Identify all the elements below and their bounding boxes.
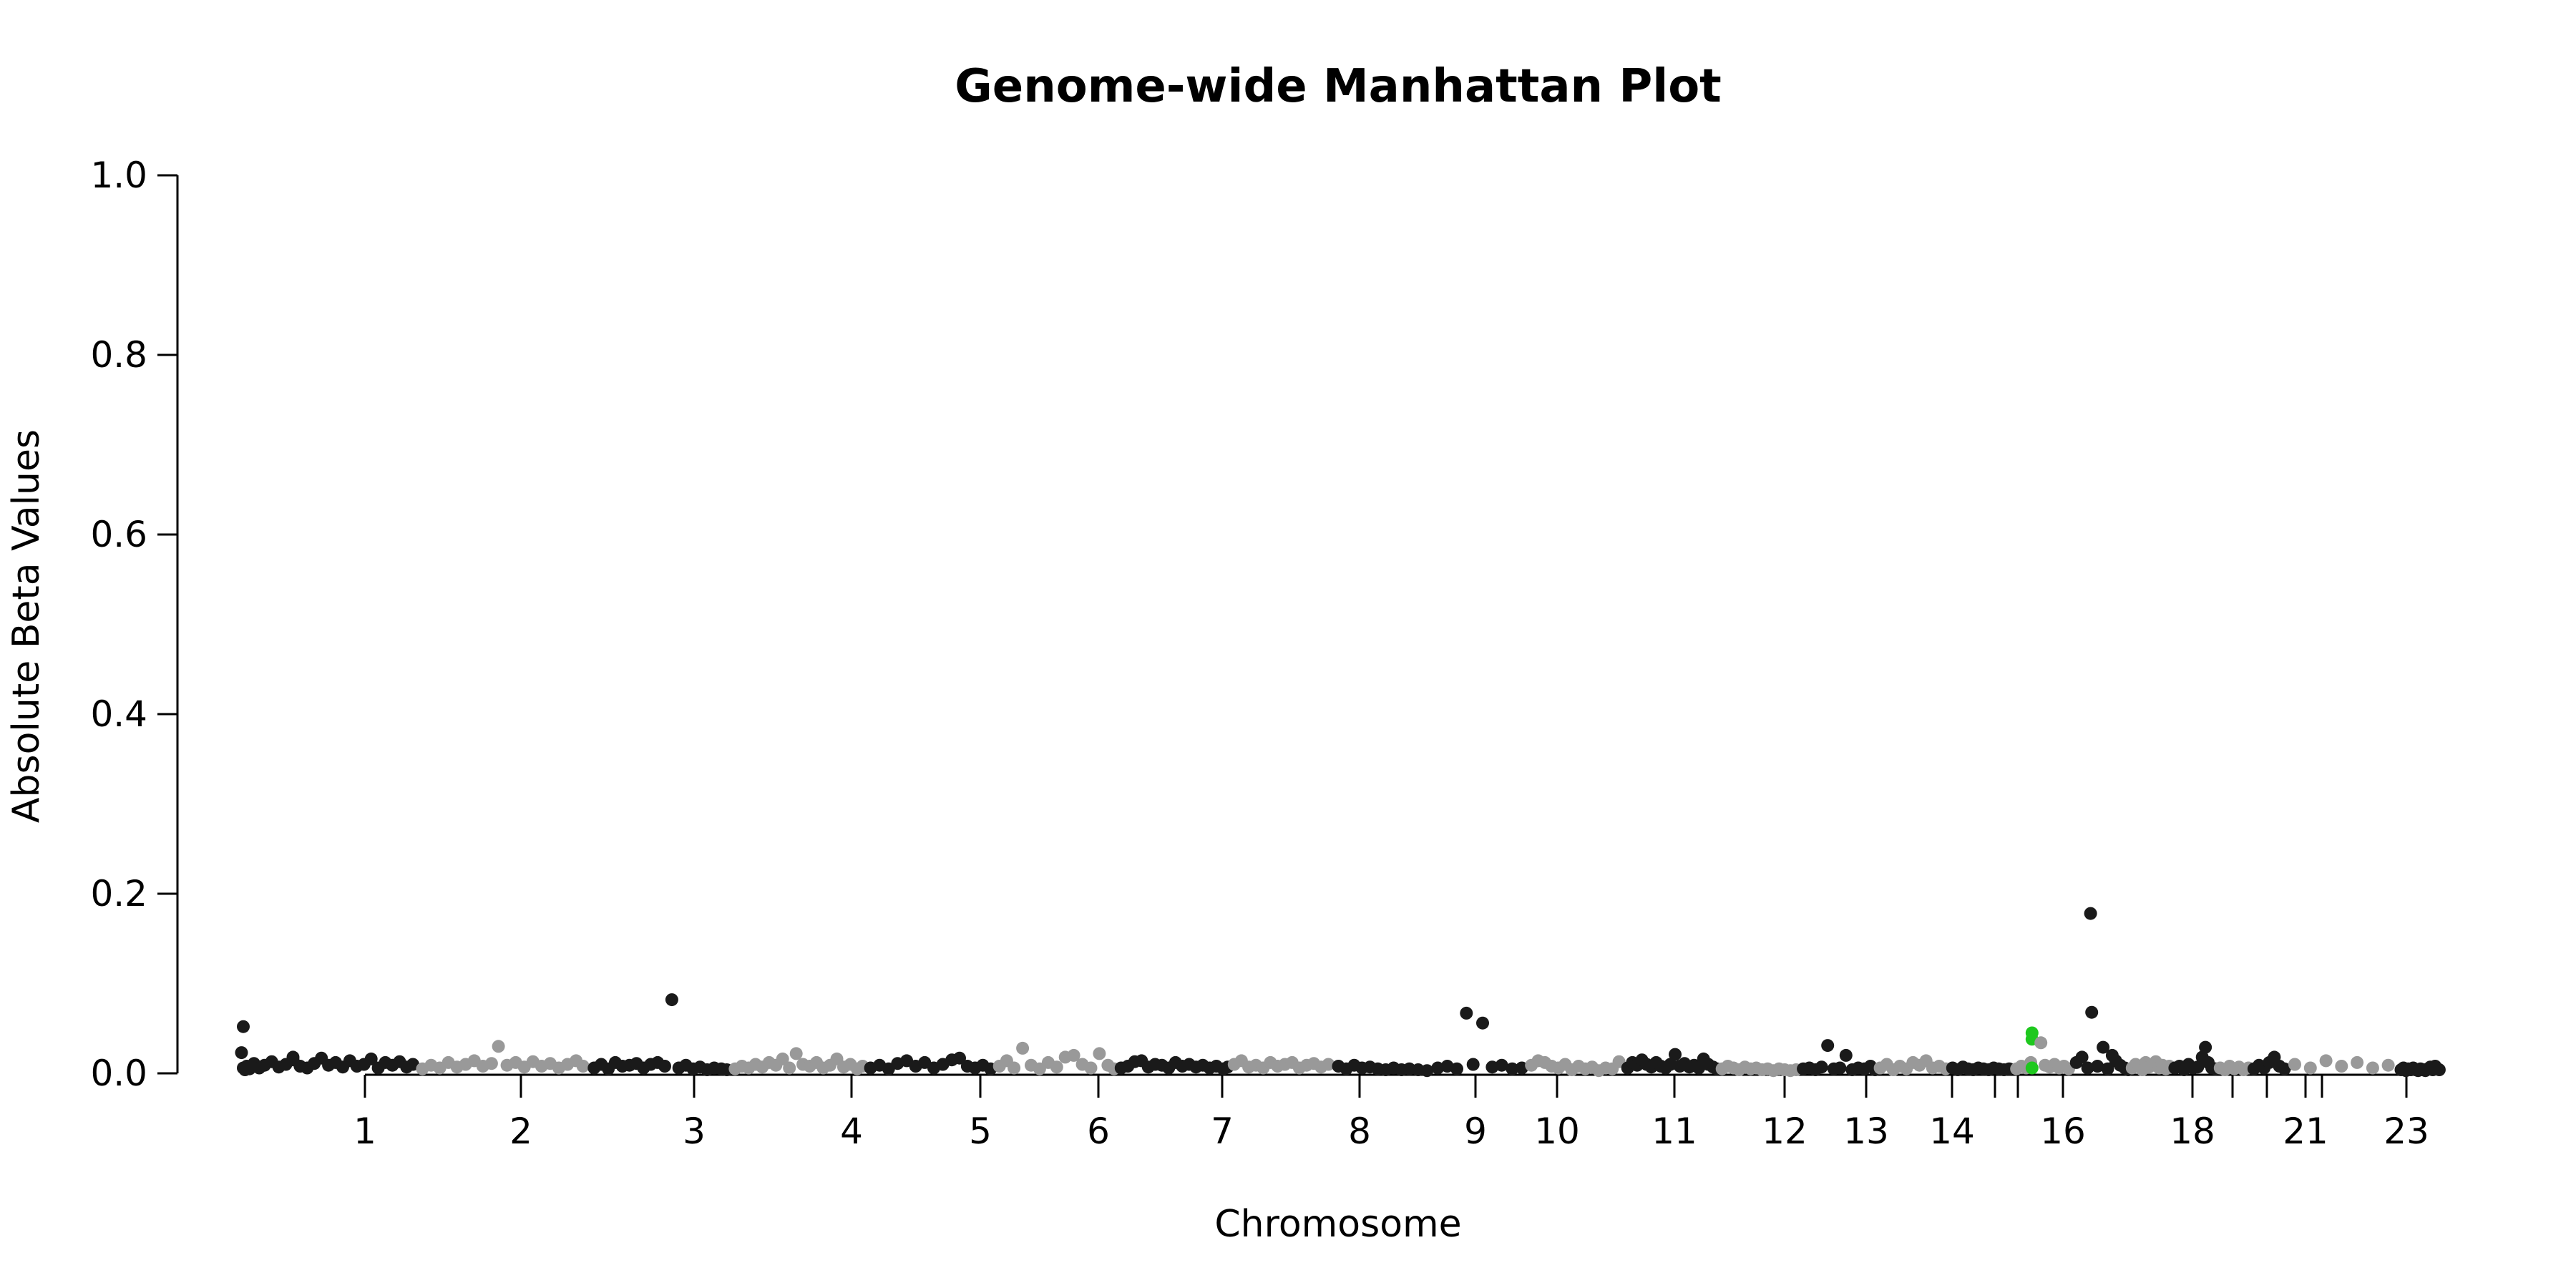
- data-point: [1050, 1060, 1063, 1074]
- data-point: [2085, 1005, 2099, 1019]
- y-tick-label: 0.6: [90, 514, 147, 555]
- x-tick-label: 16: [2040, 1111, 2086, 1152]
- x-tick-label: 7: [1211, 1111, 1234, 1152]
- data-point: [2199, 1040, 2212, 1054]
- data-point: [2432, 1063, 2446, 1076]
- data-point: [789, 1047, 803, 1060]
- data-point: [2081, 1061, 2094, 1075]
- x-tick-label: 12: [1762, 1111, 1807, 1152]
- data-point: [1016, 1041, 1030, 1055]
- data-point: [286, 1050, 300, 1064]
- data-point: [1495, 1058, 1508, 1072]
- data-point: [1067, 1048, 1080, 1062]
- data-point: [1669, 1048, 1682, 1061]
- y-tick-label: 0.0: [90, 1053, 147, 1094]
- x-tick-label: 21: [2283, 1111, 2328, 1152]
- data-point: [2381, 1058, 2395, 1072]
- data-point: [2351, 1055, 2364, 1069]
- data-point: [364, 1052, 378, 1065]
- data-point: [1466, 1058, 1480, 1071]
- x-axis-label: Chromosome: [1214, 1203, 1461, 1246]
- x-tick-label: 11: [1652, 1111, 1697, 1152]
- data-point: [2034, 1036, 2048, 1050]
- data-point: [2101, 1062, 2114, 1075]
- data-point: [406, 1058, 419, 1071]
- data-point: [2319, 1054, 2333, 1068]
- x-tick-label: 14: [1929, 1111, 1975, 1152]
- data-point: [658, 1060, 671, 1073]
- x-tick-label: 9: [1464, 1111, 1487, 1152]
- data-point: [1839, 1048, 1853, 1062]
- x-tick-label: 18: [2170, 1111, 2215, 1152]
- y-ticks: 0.0 0.2 0.4 0.6 0.8 1.0: [90, 155, 177, 1094]
- data-point: [783, 1061, 796, 1075]
- data-point: [1833, 1061, 1847, 1075]
- data-point: [1084, 1061, 1098, 1075]
- x-tick-label: 3: [683, 1111, 706, 1152]
- data-point: [2191, 1060, 2205, 1074]
- data-point: [2075, 1050, 2089, 1064]
- x-tick-label: 5: [969, 1111, 992, 1152]
- data-point: [1506, 1062, 1519, 1075]
- data-point: [1322, 1058, 1335, 1071]
- y-tick-label: 0.4: [90, 693, 147, 735]
- data-point: [1431, 1061, 1445, 1075]
- data-point: [2278, 1062, 2291, 1075]
- data-point: [235, 1046, 248, 1060]
- data-point: [665, 993, 678, 1007]
- y-tick-label: 0.8: [90, 334, 147, 376]
- data-point: [1476, 1016, 1489, 1030]
- data-point: [2366, 1061, 2379, 1075]
- data-point: [2303, 1061, 2317, 1075]
- data-points: [235, 907, 2446, 1078]
- x-tick-label: 4: [840, 1111, 863, 1152]
- x-ticks: 1 2 3 4 5 6 7 8 9 10 11 12 13 14 16 18 21 23: [353, 1075, 2429, 1152]
- data-point: [1008, 1061, 1021, 1075]
- data-point: [492, 1040, 505, 1053]
- highlight-point: [2025, 1061, 2039, 1075]
- y-tick-label: 0.2: [90, 873, 147, 914]
- data-point: [1485, 1060, 1499, 1074]
- data-point: [1664, 1058, 1677, 1071]
- x-tick-label: 10: [1534, 1111, 1580, 1152]
- x-tick-label: 6: [1087, 1111, 1110, 1152]
- x-tick-label: 8: [1348, 1111, 1371, 1152]
- data-point: [2335, 1060, 2348, 1073]
- data-point: [1821, 1039, 1835, 1053]
- x-tick-label: 1: [353, 1111, 376, 1152]
- data-point: [1420, 1064, 1434, 1078]
- x-tick-label: 23: [2384, 1111, 2429, 1152]
- data-point: [1460, 1006, 1473, 1020]
- data-point: [237, 1020, 250, 1033]
- data-point: [2091, 1060, 2104, 1073]
- data-point: [1093, 1047, 1106, 1060]
- data-point: [1450, 1062, 1463, 1075]
- data-point: [1815, 1060, 1828, 1074]
- y-tick-label: 1.0: [90, 155, 147, 196]
- x-tick-label: 2: [509, 1111, 532, 1152]
- y-axis-label: Absolute Beta Values: [5, 429, 48, 823]
- data-point: [576, 1060, 590, 1073]
- chart-title: Genome-wide Manhattan Plot: [955, 60, 1722, 113]
- x-tick-label: 13: [1843, 1111, 1889, 1152]
- data-point: [953, 1051, 966, 1065]
- data-point: [2097, 1040, 2110, 1054]
- data-point: [776, 1052, 789, 1065]
- data-point: [484, 1057, 498, 1070]
- data-point: [2288, 1058, 2301, 1071]
- data-point: [2084, 907, 2097, 920]
